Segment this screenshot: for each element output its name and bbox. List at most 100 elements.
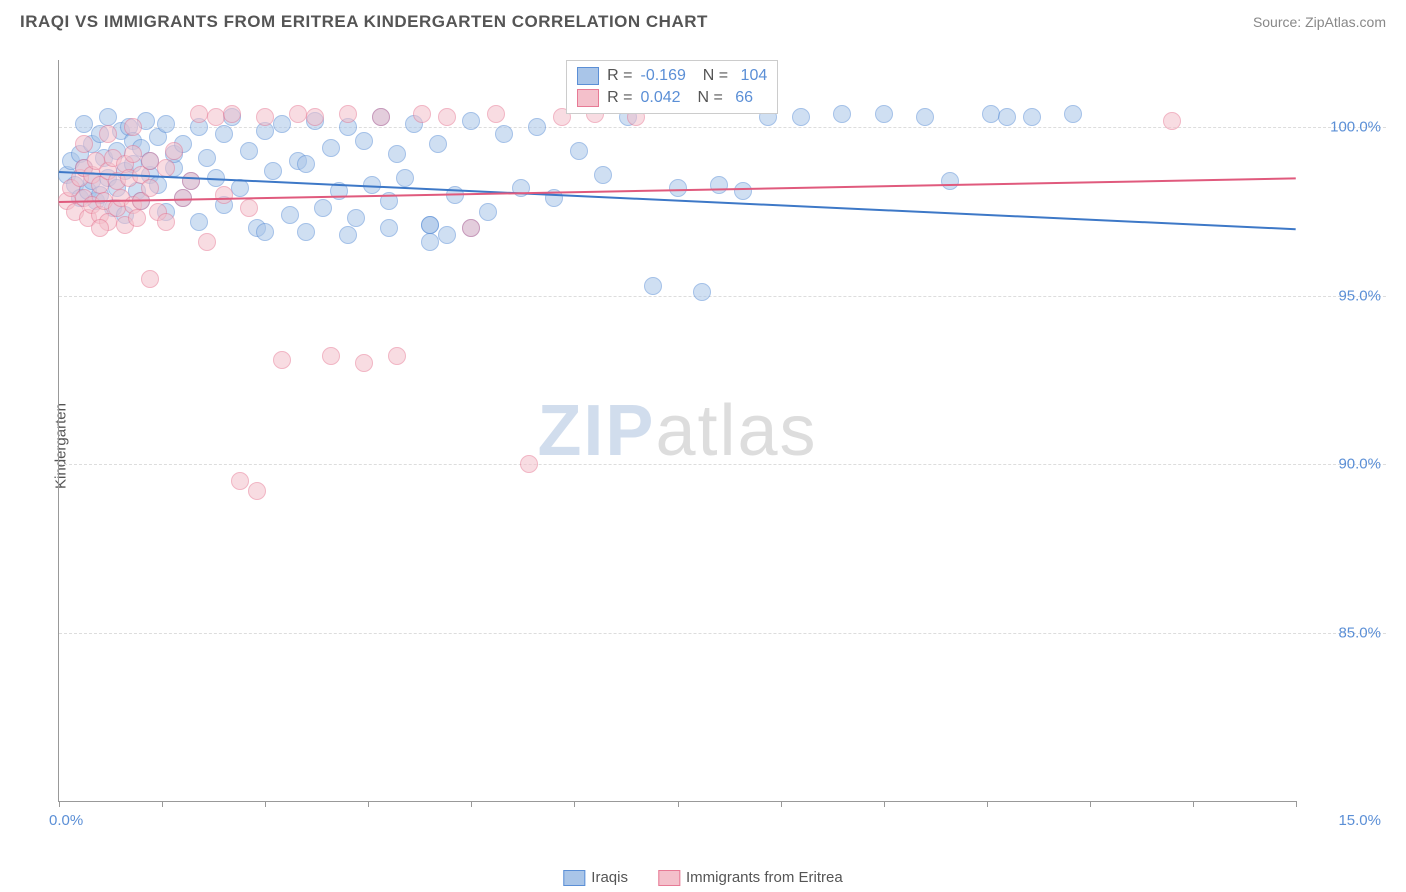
data-point: [355, 132, 373, 150]
data-point: [297, 223, 315, 241]
data-point: [421, 233, 439, 251]
data-point: [215, 125, 233, 143]
x-tick: [471, 801, 472, 807]
data-point: [594, 166, 612, 184]
y-tick-label: 100.0%: [1301, 119, 1381, 136]
legend-swatch: [577, 67, 599, 85]
stats-legend-row: R = -0.169 N = 104: [577, 65, 767, 87]
chart-title: IRAQI VS IMMIGRANTS FROM ERITREA KINDERG…: [20, 12, 708, 32]
legend-swatch: [563, 870, 585, 886]
data-point: [157, 115, 175, 133]
data-point: [322, 347, 340, 365]
x-tick: [1090, 801, 1091, 807]
legend-n-label: N =: [689, 89, 723, 107]
data-point: [339, 226, 357, 244]
legend-swatch: [658, 870, 680, 886]
data-point: [438, 108, 456, 126]
legend-item: Iraqis: [563, 869, 628, 886]
data-point: [462, 112, 480, 130]
x-axis-max-label: 15.0%: [1338, 812, 1381, 829]
data-point: [264, 162, 282, 180]
data-point: [998, 108, 1016, 126]
data-point: [141, 152, 159, 170]
data-point: [570, 142, 588, 160]
data-point: [1163, 112, 1181, 130]
data-point: [355, 354, 373, 372]
x-tick: [678, 801, 679, 807]
data-point: [495, 125, 513, 143]
data-point: [273, 115, 291, 133]
legend-label: Immigrants from Eritrea: [686, 869, 843, 886]
chart-container: Kindergarten ZIPatlas 85.0%90.0%95.0%100…: [58, 60, 1386, 832]
watermark: ZIPatlas: [537, 390, 817, 472]
data-point: [207, 108, 225, 126]
grid-line: [59, 633, 1386, 634]
data-point: [322, 139, 340, 157]
data-point: [339, 105, 357, 123]
x-tick: [1193, 801, 1194, 807]
data-point: [792, 108, 810, 126]
legend-item: Immigrants from Eritrea: [658, 869, 843, 886]
watermark-zip: ZIP: [537, 391, 655, 471]
data-point: [413, 105, 431, 123]
data-point: [875, 105, 893, 123]
data-point: [198, 233, 216, 251]
data-point: [479, 203, 497, 221]
data-point: [388, 145, 406, 163]
data-point: [297, 155, 315, 173]
data-point: [240, 199, 258, 217]
data-point: [223, 105, 241, 123]
data-point: [91, 219, 109, 237]
data-point: [429, 135, 447, 153]
x-tick: [162, 801, 163, 807]
data-point: [487, 105, 505, 123]
data-point: [273, 351, 291, 369]
data-point: [256, 223, 274, 241]
data-point: [248, 482, 266, 500]
data-point: [388, 347, 406, 365]
data-point: [75, 135, 93, 153]
data-point: [396, 169, 414, 187]
data-point: [75, 115, 93, 133]
data-point: [347, 209, 365, 227]
data-point: [198, 149, 216, 167]
data-point: [314, 199, 332, 217]
legend-n-value: 66: [731, 89, 753, 107]
data-point: [306, 108, 324, 126]
data-point: [157, 159, 175, 177]
y-tick-label: 90.0%: [1301, 456, 1381, 473]
x-tick: [265, 801, 266, 807]
data-point: [669, 179, 687, 197]
y-tick-label: 95.0%: [1301, 287, 1381, 304]
data-point: [231, 472, 249, 490]
y-tick-label: 85.0%: [1301, 624, 1381, 641]
data-point: [190, 105, 208, 123]
x-tick: [574, 801, 575, 807]
legend-n-label: N =: [694, 67, 728, 85]
data-point: [462, 219, 480, 237]
data-point: [710, 176, 728, 194]
data-point: [240, 142, 258, 160]
data-point: [128, 209, 146, 227]
bottom-legend: Iraqis Immigrants from Eritrea: [563, 869, 842, 886]
x-tick: [781, 801, 782, 807]
legend-n-value: 104: [736, 67, 767, 85]
data-point: [528, 118, 546, 136]
data-point: [644, 277, 662, 295]
stats-legend-row: R = 0.042 N = 66: [577, 87, 767, 109]
data-point: [1023, 108, 1041, 126]
source-label: Source: ZipAtlas.com: [1253, 14, 1386, 30]
stats-legend: R = -0.169 N = 104R = 0.042 N = 66: [566, 60, 778, 114]
data-point: [289, 105, 307, 123]
data-point: [281, 206, 299, 224]
data-point: [1064, 105, 1082, 123]
x-axis-min-label: 0.0%: [49, 812, 83, 829]
x-tick: [59, 801, 60, 807]
legend-swatch: [577, 89, 599, 107]
x-tick: [368, 801, 369, 807]
data-point: [141, 270, 159, 288]
data-point: [734, 182, 752, 200]
data-point: [141, 179, 159, 197]
data-point: [256, 108, 274, 126]
x-tick: [884, 801, 885, 807]
